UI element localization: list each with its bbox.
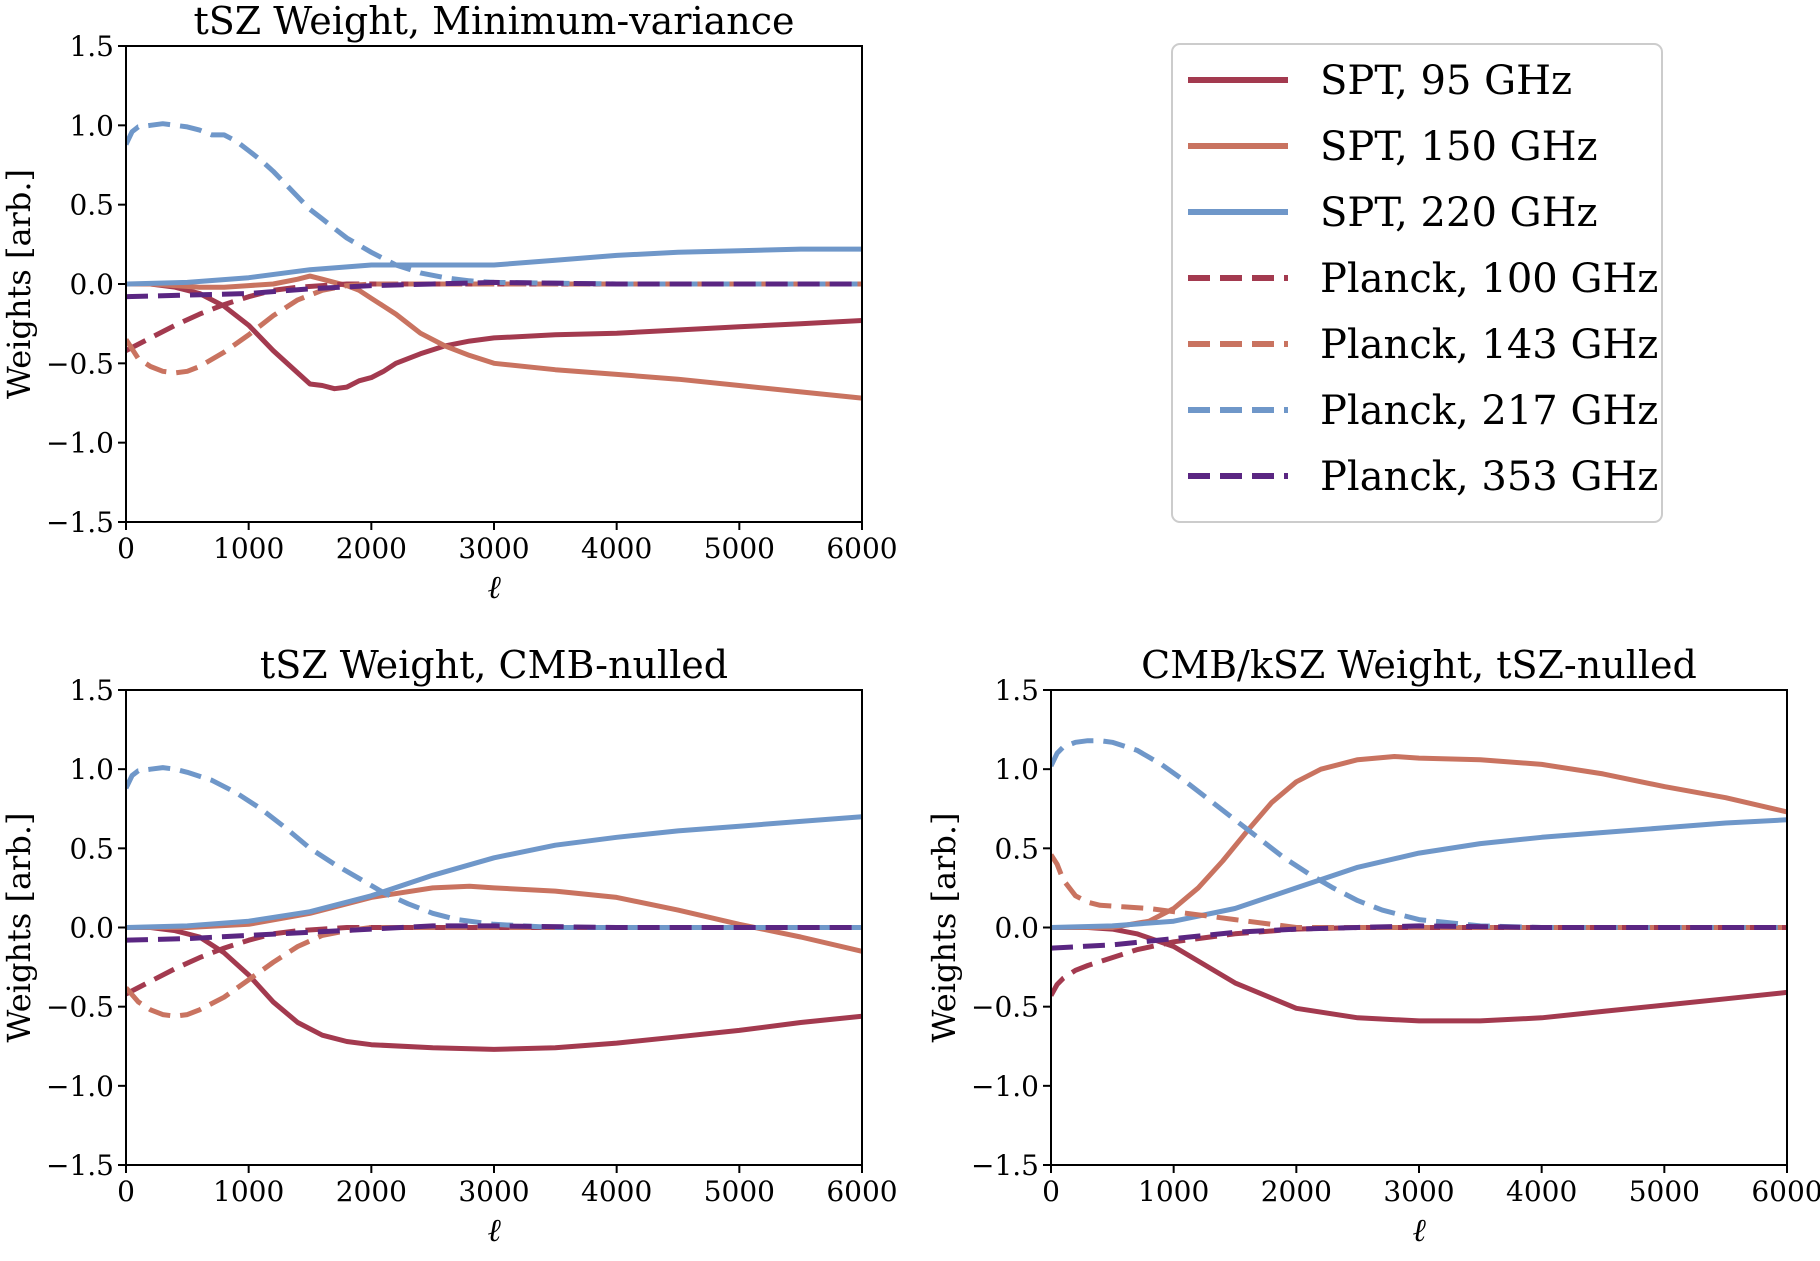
x-tick-label: 4000 [1506, 1175, 1577, 1208]
x-tick-label: 5000 [704, 1175, 775, 1208]
x-tick-label: 4000 [581, 1175, 652, 1208]
series-line [126, 765, 862, 930]
y-tick-label: −1.0 [46, 427, 114, 460]
legend-label: Planck, 353 GHz [1320, 454, 1658, 500]
x-tick-label: 0 [117, 1175, 135, 1208]
series-line [126, 883, 862, 954]
series-group [126, 121, 862, 401]
x-tick-label: 0 [1042, 1175, 1060, 1208]
y-tick-label: −1.5 [971, 1149, 1039, 1182]
series-line [126, 925, 862, 1052]
y-axis-label: Weights [arb.] [925, 813, 963, 1043]
chart-title: tSZ Weight, CMB-nulled [260, 643, 728, 687]
legend-frame [1171, 43, 1663, 523]
y-tick-label: −1.0 [971, 1070, 1039, 1103]
chart-title: CMB/kSZ Weight, tSZ-nulled [1141, 643, 1697, 687]
x-tick-label: 3000 [1383, 1175, 1454, 1208]
series-line [126, 273, 862, 401]
chart-title: tSZ Weight, Minimum-variance [193, 0, 794, 43]
x-tick-label: 1000 [213, 1175, 284, 1208]
x-tick-label: 6000 [1751, 1175, 1820, 1208]
x-tick-label: 1000 [213, 532, 284, 565]
x-tick-label: 6000 [826, 532, 897, 565]
series-line [126, 281, 862, 392]
x-tick-label: 1000 [1138, 1175, 1209, 1208]
y-axis-label: Weights [arb.] [0, 169, 38, 399]
series-line [1051, 754, 1787, 930]
series-group [1051, 738, 1787, 1024]
x-tick-label: 2000 [1261, 1175, 1332, 1208]
y-tick-label: −1.5 [46, 506, 114, 539]
y-tick-label: −0.5 [46, 991, 114, 1024]
y-tick-label: 0.5 [69, 189, 114, 222]
x-tick-label: 3000 [458, 1175, 529, 1208]
y-tick-label: 0.0 [69, 268, 114, 301]
series-line [126, 121, 862, 287]
series-line [1051, 853, 1787, 930]
series-line [1051, 925, 1787, 1024]
x-tick-label: 2000 [336, 532, 407, 565]
x-tick-label: 5000 [1629, 1175, 1700, 1208]
y-tick-label: 0.0 [69, 912, 114, 945]
legend: SPT, 95 GHz SPT, 150 GHz SPT, 220 GHz Planc… [1171, 43, 1663, 523]
x-tick-label: 6000 [826, 1175, 897, 1208]
series-line [1051, 923, 1787, 951]
legend-label: SPT, 150 GHz [1320, 124, 1598, 170]
x-tick-label: 4000 [581, 532, 652, 565]
legend-label: SPT, 95 GHz [1320, 58, 1572, 104]
legend-label: Planck, 217 GHz [1320, 388, 1658, 434]
y-tick-label: 1.5 [994, 674, 1039, 707]
series-line [126, 246, 862, 287]
y-tick-label: 0.5 [994, 832, 1039, 865]
y-tick-label: 0.5 [69, 832, 114, 865]
series-line [126, 923, 862, 943]
y-tick-label: −1.0 [46, 1070, 114, 1103]
y-tick-label: −1.5 [46, 1149, 114, 1182]
legend-label: Planck, 143 GHz [1320, 322, 1658, 368]
y-tick-label: −0.5 [971, 991, 1039, 1024]
subplot-1: 0 1000 2000 3000 4000 5000 6000 −1.5 −1.0 −0.5 0.0… [0, 0, 898, 606]
y-tick-label: 1.5 [69, 674, 114, 707]
series-line [126, 925, 862, 997]
legend-label: Planck, 100 GHz [1320, 256, 1658, 302]
x-tick-label: 0 [117, 532, 135, 565]
x-axis-label: ℓ [487, 1211, 501, 1249]
x-tick-label: 5000 [704, 532, 775, 565]
series-line [126, 925, 862, 1019]
series-line [1051, 738, 1787, 930]
y-tick-label: 1.5 [69, 30, 114, 63]
series-group [126, 765, 862, 1052]
x-tick-label: 2000 [336, 1175, 407, 1208]
y-axis-label: Weights [arb.] [0, 813, 38, 1043]
subplot-3: 0 1000 2000 3000 4000 5000 6000 −1.5 −1.0 −0.5 0.0… [925, 643, 1820, 1249]
series-line [126, 814, 862, 930]
y-tick-label: 1.0 [69, 753, 114, 786]
y-tick-label: −0.5 [46, 347, 114, 380]
legend-label: SPT, 220 GHz [1320, 190, 1598, 236]
y-tick-label: 1.0 [994, 753, 1039, 786]
x-tick-label: 3000 [458, 532, 529, 565]
series-line [1051, 817, 1787, 930]
y-tick-label: 1.0 [69, 109, 114, 142]
x-axis-label: ℓ [487, 568, 501, 606]
series-line [126, 281, 862, 353]
x-axis-label: ℓ [1412, 1211, 1426, 1249]
subplot-2: 0 1000 2000 3000 4000 5000 6000 −1.5 −1.0 −0.5 0.0… [0, 643, 898, 1249]
series-line [126, 279, 862, 300]
y-tick-label: 0.0 [994, 912, 1039, 945]
